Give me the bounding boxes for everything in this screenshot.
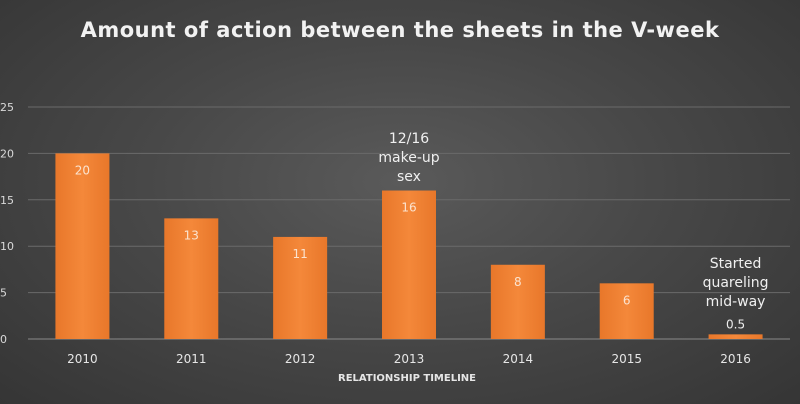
x-axis-title: RELATIONSHIP TIMELINE xyxy=(338,373,476,384)
x-tick-label: 2014 xyxy=(503,352,534,366)
data-label-2013: 16 xyxy=(401,201,416,215)
x-tick-label: 2013 xyxy=(394,352,425,366)
y-tick-label: 15 xyxy=(0,194,14,207)
data-label-2011: 13 xyxy=(184,228,199,242)
bar-2010 xyxy=(55,153,110,339)
bar-2014 xyxy=(490,264,545,339)
bar-2011 xyxy=(164,218,219,339)
bar-2012 xyxy=(273,236,328,339)
y-tick-label: 0 xyxy=(0,333,7,346)
x-tick-label: 2011 xyxy=(176,352,207,366)
bar-2015 xyxy=(599,283,654,339)
data-label-2016: 0.5 xyxy=(726,317,745,331)
annotation-2013: 12/16 make-up sex xyxy=(378,130,440,185)
x-tick-label: 2015 xyxy=(611,352,642,366)
chart-title: Amount of action between the sheets in t… xyxy=(80,18,720,42)
y-tick-label: 10 xyxy=(0,240,14,253)
x-tick-label: 2016 xyxy=(720,352,751,366)
data-label-2015: 6 xyxy=(623,293,631,307)
data-label-2012: 11 xyxy=(293,247,308,261)
x-tick-label: 2010 xyxy=(67,352,98,366)
y-tick-label: 5 xyxy=(0,287,7,300)
data-label-2010: 20 xyxy=(75,163,90,177)
data-label-2014: 8 xyxy=(514,275,522,289)
x-tick-label: 2012 xyxy=(285,352,316,366)
bar-2013 xyxy=(382,190,436,339)
bar-2016 xyxy=(708,334,763,339)
y-tick-label: 25 xyxy=(0,101,14,114)
y-tick-label: 20 xyxy=(0,147,14,160)
annotation-2016: Started quareling mid-way xyxy=(702,256,769,311)
